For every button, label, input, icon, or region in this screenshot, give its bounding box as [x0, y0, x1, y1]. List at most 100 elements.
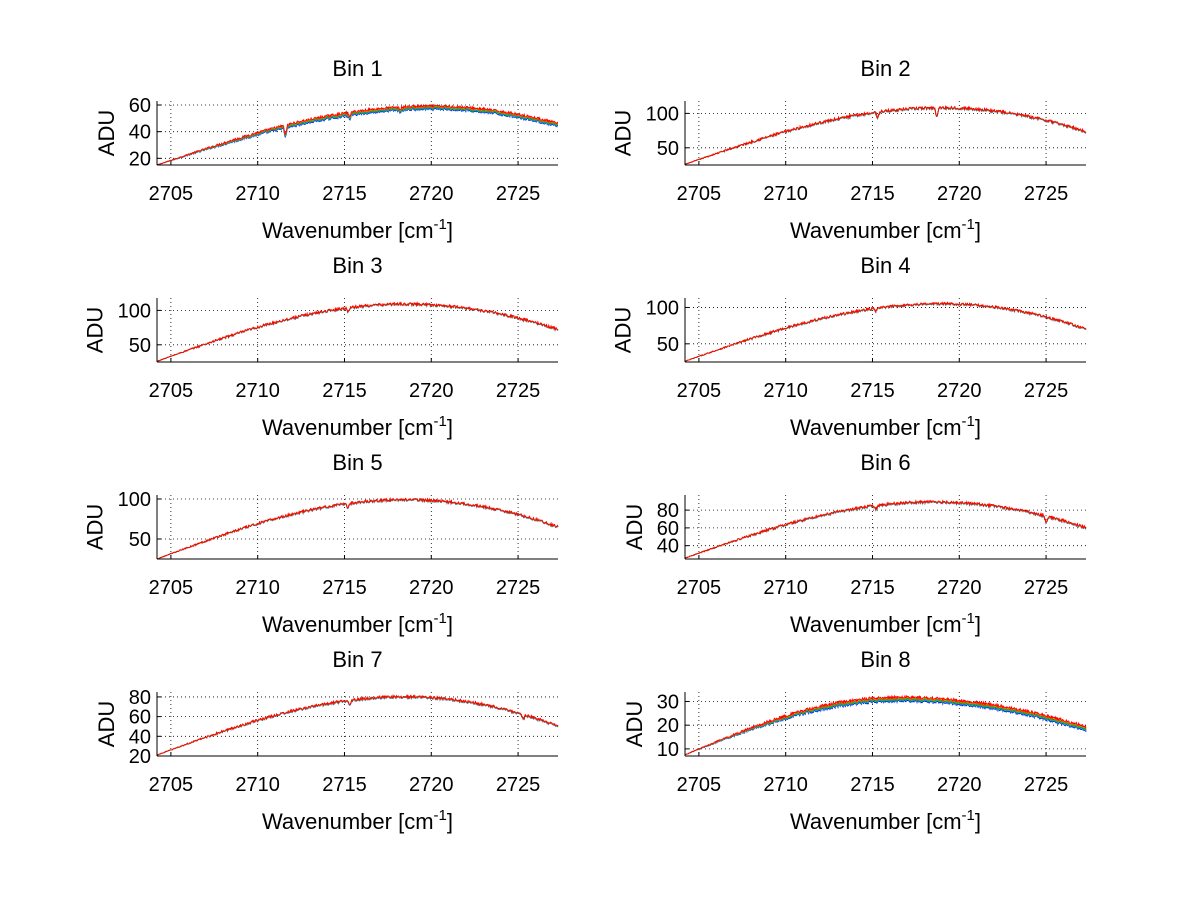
- x-tick-label: 2725: [496, 577, 541, 599]
- x-axis-label-exponent: -1: [434, 413, 447, 430]
- x-axis-label-exponent: -1: [962, 807, 975, 824]
- x-axis-label-exponent: -1: [434, 610, 447, 627]
- y-tick-label: 60: [657, 518, 679, 540]
- series-line-1: [685, 698, 1087, 756]
- y-tick-label: 10: [657, 739, 679, 761]
- x-tick-label: 2705: [677, 577, 722, 599]
- x-axis-label-exponent: -1: [434, 216, 447, 233]
- y-tick-label: 50: [129, 529, 151, 551]
- subplot-2: Bin 2 2705 2710 2715 2720 2725 50 100 Wavenumber…: [611, 56, 1087, 243]
- x-axis-label-text: Wavenumber [cm: [262, 809, 434, 834]
- x-tick-label: 2720: [937, 774, 982, 796]
- x-axis-label-text: Wavenumber [cm: [790, 612, 962, 637]
- x-tick-label: 2710: [235, 380, 280, 402]
- series-line-4: [684, 499, 1087, 559]
- series-line-1: [156, 694, 559, 756]
- y-axis-label: ADU: [611, 110, 636, 156]
- subplot-4: Bin 4 2705 2710 2715 2720 2725 50 100 Wavenumber…: [611, 253, 1087, 440]
- series-line-2: [684, 499, 1087, 559]
- y-axis-label: ADU: [94, 110, 119, 156]
- subplot-title: Bin 5: [332, 450, 382, 475]
- x-axis-label-close: ]: [975, 218, 981, 243]
- x-tick-label: 2715: [850, 380, 895, 402]
- series-line-2: [157, 497, 559, 560]
- y-tick-label: 100: [118, 300, 151, 322]
- series-line-5: [156, 694, 559, 756]
- x-tick-label: 2710: [235, 774, 280, 796]
- x-tick-label: 2720: [409, 380, 454, 402]
- x-tick-label: 2710: [235, 577, 280, 599]
- series-line-2: [156, 301, 559, 362]
- subplot-title: Bin 3: [332, 253, 382, 278]
- x-tick-label: 2720: [937, 183, 982, 205]
- x-tick-label: 2715: [322, 577, 367, 599]
- x-axis-label: Wavenumber [cm-1]: [262, 807, 453, 834]
- series-line-3: [156, 301, 559, 362]
- subplot-title: Bin 4: [860, 253, 910, 278]
- y-tick-label: 100: [646, 103, 679, 125]
- x-tick-label: 2725: [496, 380, 541, 402]
- y-tick-label: 100: [118, 489, 151, 511]
- subplot-5: Bin 5 2705 2710 2715 2720 2725 50 100 Wavenumber…: [83, 450, 559, 637]
- x-tick-label: 2705: [677, 774, 722, 796]
- x-axis-label: Wavenumber [cm-1]: [790, 216, 981, 243]
- x-axis-label-text: Wavenumber [cm: [262, 612, 434, 637]
- x-tick-label: 2715: [850, 577, 895, 599]
- y-tick-label: 30: [657, 691, 679, 713]
- series-line-2: [156, 105, 558, 166]
- x-tick-label: 2705: [149, 380, 194, 402]
- y-tick-label: 50: [657, 334, 679, 356]
- x-axis-label: Wavenumber [cm-1]: [262, 216, 453, 243]
- y-axis-label: ADU: [83, 504, 108, 550]
- x-axis-label-close: ]: [447, 218, 453, 243]
- series-line-5: [684, 499, 1087, 559]
- y-tick-label: 50: [129, 335, 151, 357]
- x-tick-label: 2725: [1024, 577, 1069, 599]
- x-axis-label: Wavenumber [cm-1]: [790, 610, 981, 637]
- y-axis-label: ADU: [83, 307, 108, 353]
- x-tick-label: 2705: [677, 380, 722, 402]
- x-tick-label: 2715: [322, 380, 367, 402]
- x-axis-label-close: ]: [447, 809, 453, 834]
- x-axis-label-close: ]: [447, 612, 453, 637]
- x-axis-label-exponent: -1: [434, 807, 447, 824]
- x-axis-label-exponent: -1: [962, 216, 975, 233]
- subplot-title: Bin 6: [860, 450, 910, 475]
- x-axis-label-close: ]: [975, 809, 981, 834]
- y-tick-label: 60: [129, 707, 151, 729]
- subplot-1: Bin 1 2705 2710 2715 2720 2725 20 40 60 Wavenumbe…: [94, 56, 558, 243]
- y-tick-label: 40: [129, 726, 151, 748]
- series-line-5: [684, 104, 1087, 165]
- y-tick-label: 20: [129, 148, 151, 170]
- series-line-3: [157, 497, 559, 560]
- x-tick-label: 2720: [409, 183, 454, 205]
- x-tick-label: 2715: [850, 774, 895, 796]
- x-axis-label: Wavenumber [cm-1]: [790, 413, 981, 440]
- series-line-1: [157, 497, 559, 560]
- series-line-2: [156, 694, 559, 756]
- y-tick-label: 40: [129, 122, 151, 144]
- series-line-5: [156, 103, 558, 166]
- x-tick-label: 2710: [235, 183, 280, 205]
- y-axis-label: ADU: [622, 504, 647, 550]
- series-line-4: [157, 497, 559, 560]
- series-line-3: [156, 694, 559, 756]
- y-axis-label: ADU: [94, 701, 119, 747]
- series-line-5: [684, 694, 1087, 756]
- x-axis-label-text: Wavenumber [cm: [262, 218, 434, 243]
- y-tick-label: 50: [657, 138, 679, 160]
- x-tick-label: 2725: [496, 183, 541, 205]
- series-line-5: [157, 496, 559, 560]
- series-line-3: [684, 696, 1087, 756]
- x-axis-label-exponent: -1: [962, 610, 975, 627]
- x-tick-label: 2725: [1024, 380, 1069, 402]
- y-tick-label: 80: [657, 500, 679, 522]
- x-tick-label: 2715: [322, 183, 367, 205]
- x-tick-label: 2725: [1024, 774, 1069, 796]
- series-line-4: [156, 301, 559, 362]
- x-axis-label-text: Wavenumber [cm: [790, 218, 962, 243]
